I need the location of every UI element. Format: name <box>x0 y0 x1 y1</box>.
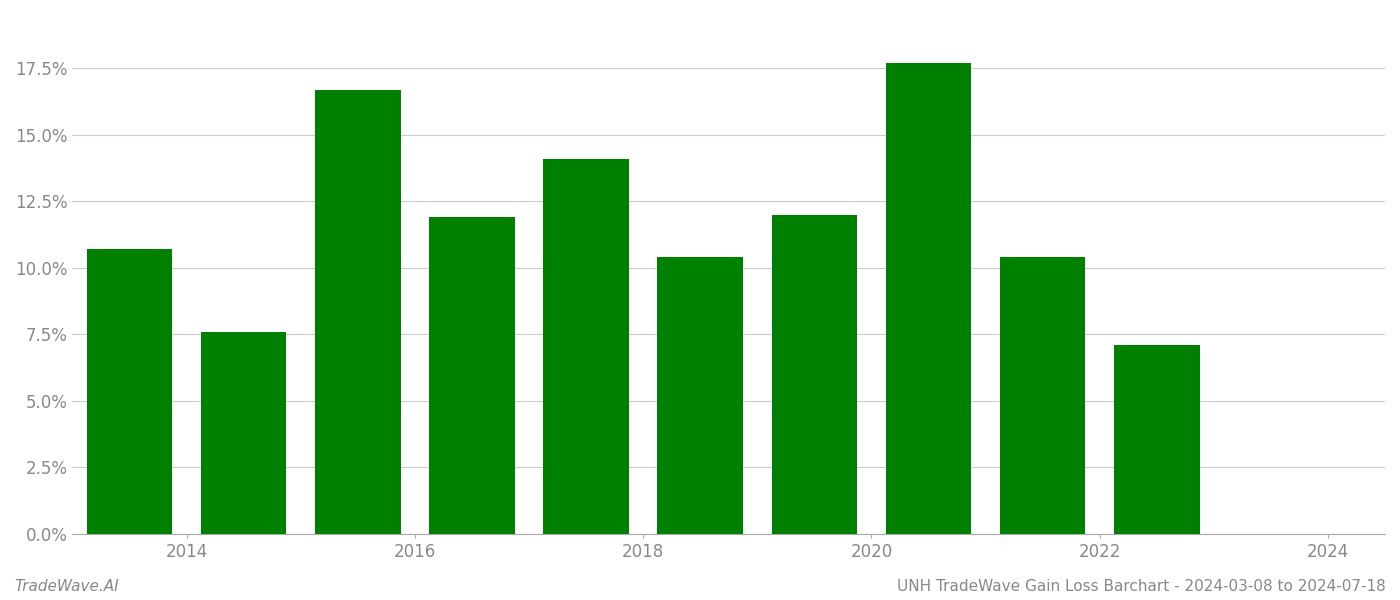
Bar <box>771 215 857 534</box>
Bar <box>1114 345 1200 534</box>
Bar <box>87 249 172 534</box>
Bar <box>200 332 287 534</box>
Bar <box>430 217 515 534</box>
Bar <box>543 159 629 534</box>
Bar <box>1000 257 1085 534</box>
Bar <box>315 89 400 534</box>
Text: UNH TradeWave Gain Loss Barchart - 2024-03-08 to 2024-07-18: UNH TradeWave Gain Loss Barchart - 2024-… <box>897 579 1386 594</box>
Bar <box>658 257 743 534</box>
Bar <box>886 63 972 534</box>
Text: TradeWave.AI: TradeWave.AI <box>14 579 119 594</box>
